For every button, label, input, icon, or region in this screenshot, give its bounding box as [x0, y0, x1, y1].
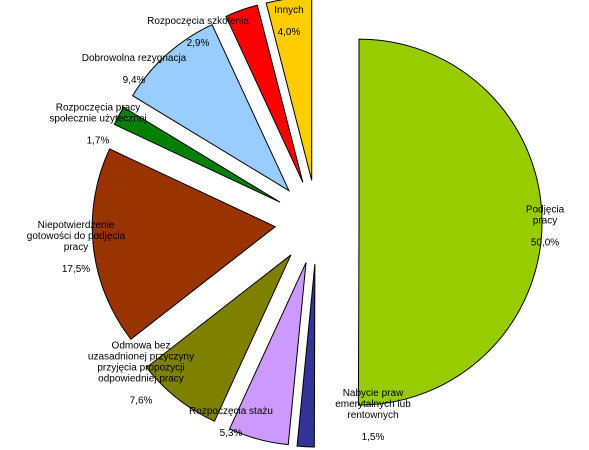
- slice-label-value: 2,9%: [186, 38, 210, 49]
- slice-label-podjecia-pracy: Podjęcia pracy 50,0%: [523, 194, 567, 249]
- slice-label-nabycie-praw: Nabycie praw emerytalnych lub rentownych…: [335, 377, 411, 443]
- slice-label-value: 1,7%: [86, 135, 110, 147]
- slice-label-text: Rozpoczęcia stażu: [189, 406, 273, 417]
- slice-label-niepotwierdzenie: Niepotwierdzenie gotowości do podjęcia p…: [27, 209, 125, 275]
- pie-slice-4: [91, 148, 277, 340]
- pie-slice-8: [265, 0, 313, 181]
- pie-slice-1: [296, 263, 316, 448]
- slice-label-rozpoczecia-stazu: Rozpoczęcia stażu 5,3%: [189, 395, 273, 439]
- slice-label-value: 5,3%: [219, 428, 243, 439]
- slice-label-value: 50,0%: [530, 237, 560, 249]
- slice-label-odmowa: Odmowa bez uzasadnionej przyczyny przyję…: [88, 330, 194, 407]
- slice-label-value: 9,4%: [122, 75, 146, 86]
- slice-label-text: Dobrowolna rezygnacja: [81, 53, 187, 64]
- pie-slice-7: [225, 4, 304, 183]
- slice-label-text: Innych: [274, 5, 304, 16]
- slice-label-rozpoczecia-szkolenia: Rozpoczęcia szkolenia 2,9%: [147, 5, 249, 49]
- slice-label-value: 17,5%: [61, 264, 91, 275]
- slice-label-value: 4,0%: [277, 27, 301, 38]
- slice-label-text: Nabycie praw emerytalnych lub rentownych: [335, 388, 411, 421]
- slice-label-praca-spoleczna: Rozpoczęcia pracy społecznie użytecznej …: [49, 92, 146, 147]
- slice-label-value: 7,6%: [129, 395, 153, 407]
- slice-label-text: Niepotwierdzenie gotowości do podjęcia p…: [26, 220, 126, 253]
- slice-label-dobrowolna-rezygnacja: Dobrowolna rezygnacja 9,4%: [82, 42, 187, 86]
- slice-label-text: Rozpoczęcia pracy społecznie użytecznej: [49, 102, 147, 125]
- slice-label-value: 1,5%: [361, 432, 385, 443]
- pie-slice-5: [113, 106, 281, 203]
- pie-slice-3: [145, 254, 292, 422]
- slice-label-text: Odmowa bez uzasadnionej przyczyny przyję…: [87, 340, 195, 385]
- pie-slice-0: [357, 38, 543, 406]
- slice-label-text: Podjęcia pracy: [525, 204, 565, 227]
- slice-label-innych: Innych 4,0%: [274, 0, 303, 38]
- slice-label-text: Rozpoczęcia szkolenia: [147, 16, 249, 27]
- pie-slice-2: [228, 262, 307, 446]
- pie-slice-6: [131, 23, 291, 192]
